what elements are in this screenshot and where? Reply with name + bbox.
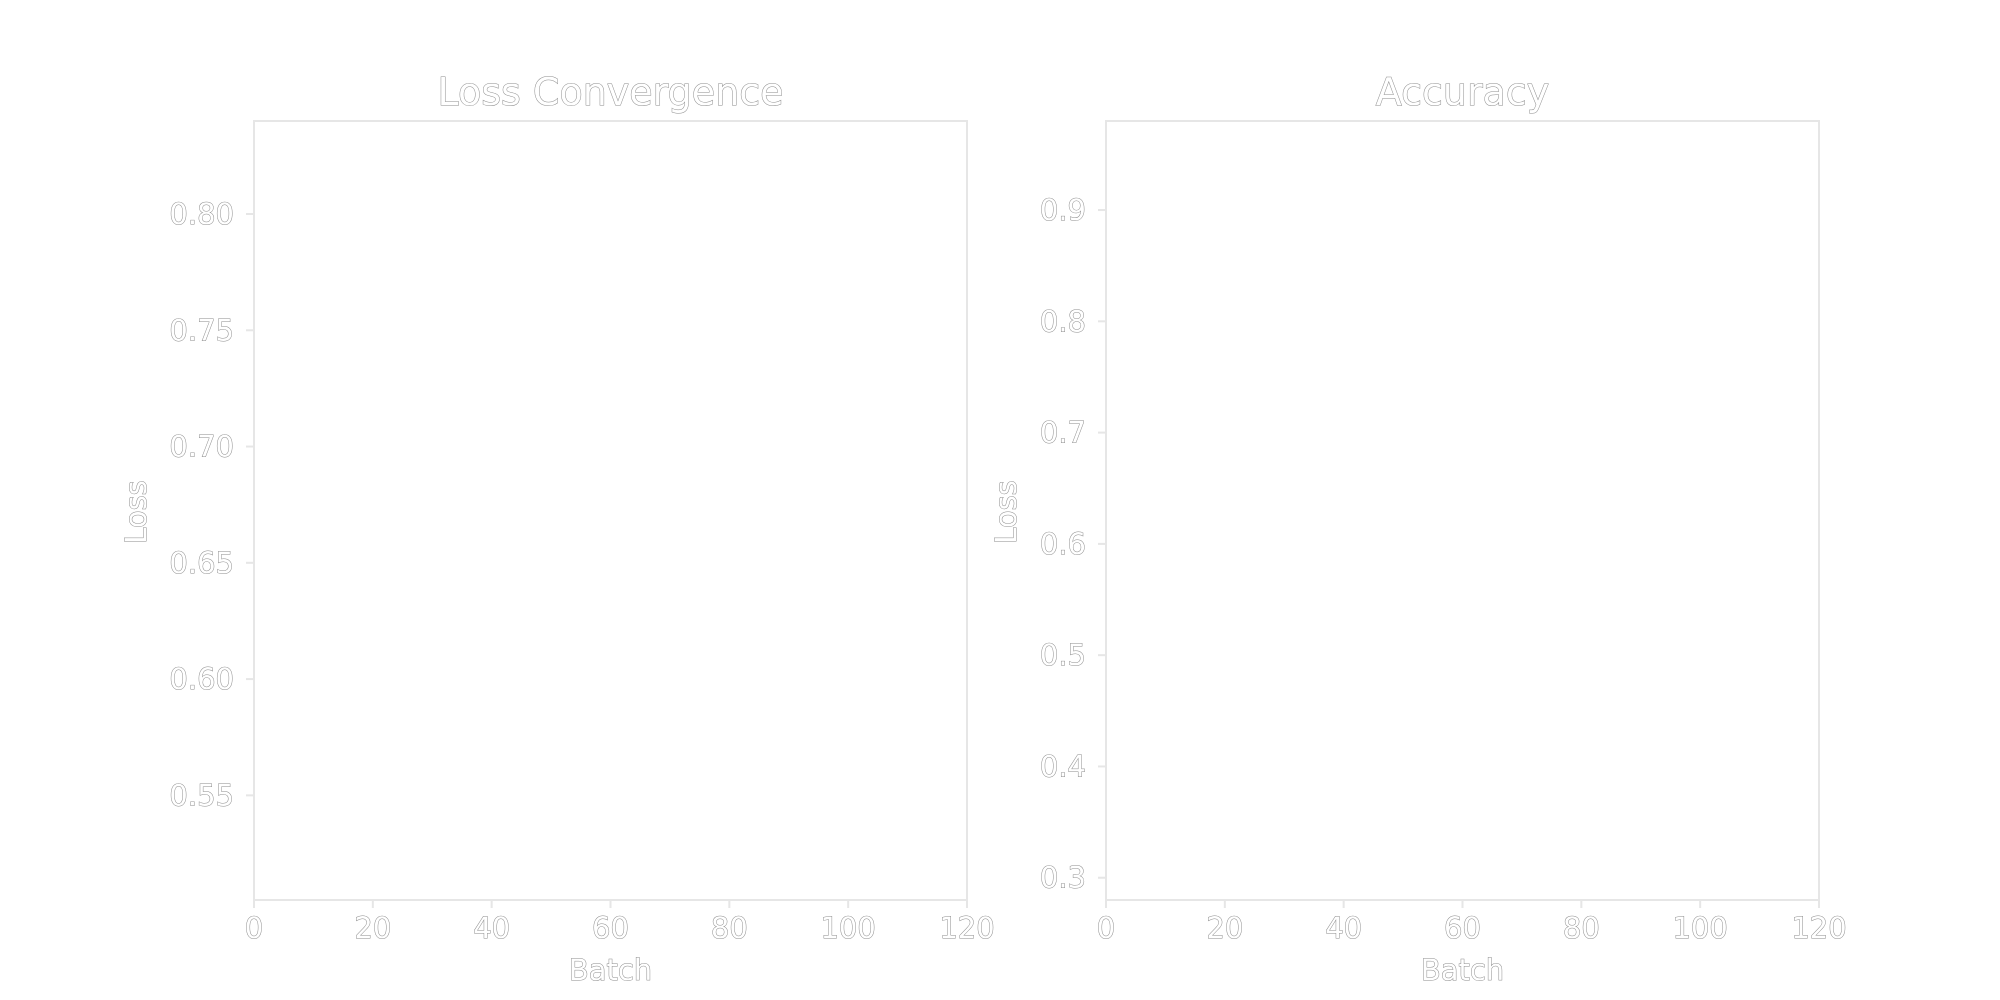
loss-convergence-chart: Loss Convergence 0 20 40 60 80 100 120 0.55 0.60… [119, 70, 996, 988]
y-tick-label: 0.8 [1040, 304, 1086, 338]
tick-group: 0 20 40 60 80 100 120 0.3 0.4 0.5 0.6 0.7 0.8 0.9 [1039, 193, 1847, 946]
y-tick-label: 0.9 [1040, 193, 1086, 227]
y-tick-label: 0.7 [1040, 416, 1086, 450]
y-tick-label: 0.75 [169, 313, 234, 347]
x-tick-label: 60 [1444, 911, 1481, 945]
x-tick-label: 100 [820, 911, 875, 945]
y-axis-label: Loss [989, 480, 1023, 544]
y-tick-label: 0.65 [169, 546, 234, 580]
chart-title: Accuracy [1376, 70, 1550, 114]
y-tick-label: 0.60 [169, 662, 234, 696]
y-axis-label: Loss [119, 480, 153, 544]
y-tick-label: 0.6 [1040, 527, 1086, 561]
x-tick-label: 0 [245, 911, 263, 945]
plot-area [253, 120, 968, 901]
y-tick-label: 0.55 [169, 778, 234, 812]
y-tick-label: 0.80 [169, 197, 234, 231]
y-tick-label: 0.70 [169, 430, 234, 464]
tick-group: 0 20 40 60 80 100 120 0.55 0.60 0.65 0.70 0.75 0.80 [169, 197, 995, 946]
x-tick-label: 120 [939, 911, 994, 945]
x-tick-label: 100 [1672, 911, 1727, 945]
x-axis-label: Batch [1421, 953, 1504, 987]
chart-title: Loss Convergence [438, 70, 784, 114]
x-tick-label: 60 [592, 911, 629, 945]
x-tick-label: 40 [1325, 911, 1362, 945]
x-tick-label: 20 [354, 911, 391, 945]
x-tick-label: 20 [1206, 911, 1243, 945]
y-tick-label: 0.3 [1040, 861, 1086, 895]
y-tick-label: 0.4 [1040, 749, 1086, 783]
x-tick-label: 40 [473, 911, 510, 945]
x-axis-label: Batch [569, 953, 652, 987]
x-tick-label: 0 [1097, 911, 1115, 945]
accuracy-chart: Accuracy 0 20 40 60 80 100 1200.30.40.50.60.70… [989, 70, 1848, 988]
x-tick-label: 80 [1563, 911, 1600, 945]
x-tick-label: 80 [711, 911, 748, 945]
y-tick-label: 0.5 [1040, 638, 1086, 672]
x-tick-label: 120 [1791, 911, 1846, 945]
plot-area [1105, 120, 1820, 901]
